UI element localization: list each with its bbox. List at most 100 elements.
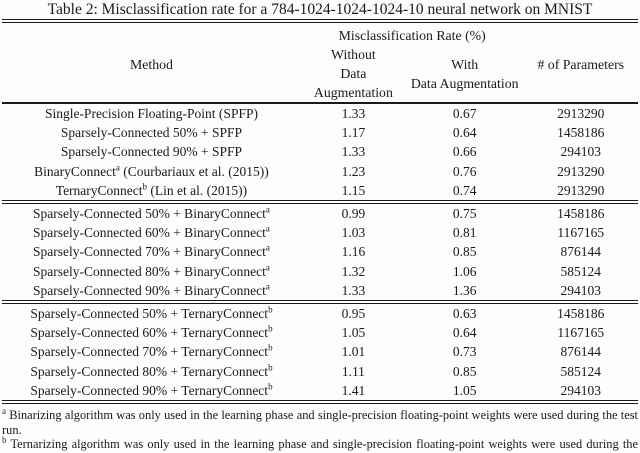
footnote-marker: b [268, 304, 273, 315]
without-augmentation-cell: 1.11 [341, 363, 365, 379]
footnote-b-text: Ternarizing algorithm was only used in t… [2, 437, 639, 453]
footnote-marker: b [268, 342, 273, 353]
method-cell: Sparsely-Connected 90% + SPFP [60, 144, 243, 160]
with-augmentation-cell: 0.67 [452, 106, 477, 121]
method-cell: Sparsely-Connected 90% + BinaryConnecta [32, 281, 270, 298]
table-row: Sparsely-Connected 90% + BinaryConnecta 1… [2, 281, 638, 300]
col-header-misclassification-group: Misclassification Rate (%) [338, 28, 486, 43]
method-cell: Sparsely-Connected 50% + BinaryConnecta [32, 204, 270, 222]
table-row: Sparsely-Connected 80% + BinaryConnecta 1… [2, 262, 638, 281]
with-sublabel: Data Augmentation [410, 75, 519, 91]
parameters-cell: 1458186 [557, 206, 605, 222]
method-cell: Sparsely-Connected 70% + BinaryConnecta [32, 242, 270, 260]
footnote-marker: b [268, 381, 273, 392]
method-cell: Sparsely-Connected 70% + TernaryConnectb [30, 342, 273, 360]
without-augmentation-cell: 0.95 [341, 306, 366, 322]
footnote-marker: a [115, 162, 120, 173]
col-header-with-augmentation: With Data Augmentation [406, 45, 524, 102]
with-augmentation-cell: 0.64 [452, 125, 477, 141]
footnote-marker: a [265, 223, 270, 234]
method-cell: Sparsely-Connected 80% + BinaryConnecta [32, 262, 270, 279]
parameters-cell: 876144 [560, 244, 602, 260]
top-rule [2, 19, 638, 23]
with-augmentation-cell: 0.73 [452, 344, 477, 360]
parameters-cell: 1458186 [557, 125, 605, 141]
results-table-header: Method Misclassification Rate (%) # of P… [2, 24, 638, 102]
parameters-cell: 294103 [560, 382, 602, 398]
without-sublabel: Data Augmentation [313, 66, 393, 100]
section-separator-rule-1 [2, 200, 638, 205]
results-table-section-3: Sparsely-Connected 50% + TernaryConnectb… [2, 304, 638, 400]
method-cell: Single-Precision Floating-Point (SPFP) [44, 106, 258, 121]
without-augmentation-cell: 1.32 [341, 263, 366, 279]
parameters-cell: 876144 [560, 344, 602, 360]
table-row: Sparsely-Connected 50% + SPFP 1.17 0.64 145… [2, 123, 638, 142]
footnote-marker: b [268, 323, 273, 334]
parameters-cell: 2913290 [557, 163, 605, 179]
results-table-section-1: Single-Precision Floating-Point (SPFP) 1.… [2, 104, 638, 200]
table-row: Sparsely-Connected 50% + BinaryConnecta 0… [2, 204, 638, 223]
with-augmentation-cell: 0.66 [452, 144, 477, 160]
footnote-a-text: Binarizing algorithm was only used in th… [2, 408, 638, 437]
with-augmentation-cell: 0.74 [452, 182, 477, 198]
header-group-row: Method Misclassification Rate (%) # of P… [2, 24, 638, 72]
table-row: Sparsely-Connected 90% + SPFP 1.33 0.66 294… [2, 142, 638, 161]
table-row: Sparsely-Connected 70% + TernaryConnectb… [2, 342, 638, 361]
section-separator-rule-2 [2, 300, 638, 305]
parameters-cell: 2913290 [557, 182, 605, 198]
with-augmentation-cell: 1.36 [452, 282, 477, 298]
with-label: With [451, 56, 479, 72]
footnote-marker: b [142, 181, 148, 192]
footnote-marker: a [265, 204, 270, 215]
without-augmentation-cell: 1.01 [341, 344, 366, 360]
footnote-b-marker: b [2, 435, 7, 446]
without-augmentation-cell: 1.17 [341, 125, 366, 141]
table-row: TernaryConnectb (Lin et al. (2015)) 1.15 0… [2, 181, 638, 200]
without-augmentation-cell: 1.23 [341, 163, 366, 179]
table-row: Sparsely-Connected 70% + BinaryConnecta 1… [2, 242, 638, 261]
without-augmentation-cell: 0.99 [341, 206, 366, 222]
footnote-marker: a [265, 281, 270, 292]
with-augmentation-cell: 0.63 [452, 306, 477, 322]
with-augmentation-cell: 0.81 [452, 225, 477, 241]
table-row: Sparsely-Connected 50% + TernaryConnectb… [2, 304, 638, 323]
method-cell: Sparsely-Connected 90% + TernaryConnectb [30, 381, 273, 398]
without-augmentation-cell: 1.03 [341, 225, 366, 241]
footnote-b: b Ternarizing algorithm was only used in… [2, 435, 639, 453]
without-augmentation-cell: 1.33 [341, 106, 366, 121]
header-rule [2, 102, 638, 104]
col-header-without-augmentation: Without Data Augmentation [301, 45, 406, 102]
parameters-cell: 1167165 [557, 325, 605, 341]
method-cell: Sparsely-Connected 80% + TernaryConnectb [30, 362, 273, 379]
parameters-cell: 294103 [560, 144, 602, 160]
method-cell: Sparsely-Connected 60% + TernaryConnectb [30, 323, 273, 341]
method-cell: Sparsely-Connected 50% + TernaryConnectb [30, 304, 273, 322]
col-header-parameters: # of Parameters [537, 56, 625, 72]
with-augmentation-cell: 1.05 [452, 382, 477, 398]
without-augmentation-cell: 1.05 [341, 325, 366, 341]
with-augmentation-cell: 1.06 [452, 263, 477, 279]
footnotes: a Binarizing algorithm was only used in … [2, 405, 639, 453]
table-row: Sparsely-Connected 80% + TernaryConnectb… [2, 362, 638, 381]
footnote-marker: a [265, 262, 270, 273]
parameters-cell: 585124 [560, 263, 602, 279]
col-header-method: Method [129, 56, 173, 72]
table-caption: Table 2: Misclassification rate for a 78… [47, 1, 593, 18]
table-row: Sparsely-Connected 60% + BinaryConnecta 1… [2, 223, 638, 242]
table-row: Sparsely-Connected 60% + TernaryConnectb… [2, 323, 638, 342]
method-cell: Sparsely-Connected 50% + SPFP [60, 125, 243, 141]
method-cell: TernaryConnectb (Lin et al. (2015)) [55, 181, 248, 198]
parameters-cell: 2913290 [557, 106, 605, 121]
with-augmentation-cell: 0.75 [452, 206, 477, 222]
table-row: Sparsely-Connected 90% + TernaryConnectb… [2, 381, 638, 400]
without-augmentation-cell: 1.33 [341, 282, 366, 298]
footnote-a-marker: a [2, 405, 6, 416]
footnote-marker: b [268, 362, 273, 373]
with-augmentation-cell: 0.76 [452, 163, 477, 179]
without-label: Without [331, 47, 376, 62]
without-augmentation-cell: 1.16 [341, 244, 366, 260]
parameters-cell: 585124 [560, 363, 602, 379]
parameters-cell: 1458186 [557, 306, 605, 322]
method-cell: Sparsely-Connected 60% + BinaryConnecta [32, 223, 270, 241]
